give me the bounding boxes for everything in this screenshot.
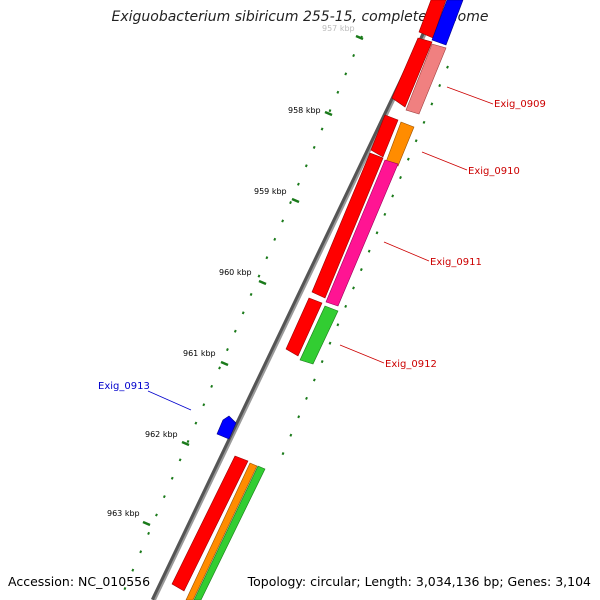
gene-red-0911[interactable] [311,152,384,299]
ruler-dot [226,348,229,352]
gene-red-0912[interactable] [285,297,323,357]
ruler-dot [304,164,308,168]
ruler-label-958: 958 kbp [288,106,321,115]
ruler-major-tick [181,440,190,447]
ruler-dot [352,53,356,58]
ruler-dot [289,201,292,205]
page-title: Exiguobacterium sibiricum 255-15, comple… [111,9,489,25]
ruler-dot [186,439,190,444]
ruler-dot [249,292,253,297]
gene-blue-0913[interactable] [216,415,237,440]
ruler-dot [194,421,198,425]
gene-red-bottom[interactable] [171,455,249,592]
accession-text: Accession: NC_010556 [8,574,151,589]
ruler-dot [320,360,324,364]
gene-label-exig-0910[interactable]: Exig_0910 [468,166,520,177]
ruler-dot [375,231,379,235]
ruler-dot [430,102,434,106]
ruler-dot [257,274,261,278]
ruler-dot [312,145,316,149]
ruler-dot [328,341,332,345]
ruler-dot [367,249,371,253]
gene-features [171,0,464,600]
gene-green-bottom[interactable] [193,465,266,600]
ruler-dot [312,378,316,382]
ruler-major-tick [142,520,151,527]
ruler-label-960: 960 kbp [219,268,252,277]
leader-exig-0912 [339,344,385,364]
gene-orange-0910[interactable] [385,121,415,167]
gene-label-leaders [147,86,494,411]
gene-pink-0911[interactable] [325,159,399,307]
gene-green-0912[interactable] [299,305,339,365]
ruler-dot [265,256,269,260]
ruler-dot [281,219,285,223]
ruler-dot [352,286,355,290]
ruler-dot [155,513,158,517]
ruler-major-tick [355,34,364,41]
leader-exig-0913 [147,390,192,411]
ruler-dot [344,304,348,308]
gene-salmon-0909[interactable] [405,43,447,115]
ruler-major-tick [220,360,229,367]
ruler-dot [131,568,135,572]
ruler-dot [162,495,166,499]
leader-exig-0911 [383,241,430,262]
ruler-dot [241,311,245,315]
gene-blue-top[interactable] [431,0,464,46]
ruler-dot [359,268,363,272]
ruler-labels: 957 kbp 958 kbp 959 kbp 960 kbp 961 kbp … [107,24,355,518]
ruler-dot [147,531,150,535]
ruler-dot [320,127,324,131]
gene-orange-bottom[interactable] [185,462,258,600]
ruler-dot [178,458,182,462]
gene-red-0910[interactable] [370,114,399,158]
ruler-dot [336,323,340,327]
ruler-dot [281,452,285,456]
leader-exig-0909 [446,86,494,105]
gene-label-exig-0912[interactable]: Exig_0912 [385,359,437,370]
gene-label-exig-0913[interactable]: Exig_0913 [98,381,150,392]
ruler-label-959: 959 kbp [254,187,287,196]
ruler-label-962: 962 kbp [145,430,178,439]
ruler-dot [170,476,174,480]
ruler-label-961: 961 kbp [183,349,216,358]
topology-summary: Topology: circular; Length: 3,034,136 bp… [247,574,591,589]
ruler-dot [233,329,237,333]
gene-red-0909-a[interactable] [391,37,433,108]
ruler-dot [297,182,300,186]
ruler-dot [123,586,127,591]
ruler-major-tick [291,197,300,204]
gene-label-exig-0911[interactable]: Exig_0911 [430,257,482,268]
ruler-dot [139,550,143,554]
ruler-dot [297,415,301,419]
ruler-dot [273,237,277,241]
ruler-dot [383,212,387,216]
ruler-label-957: 957 kbp [322,24,355,33]
ruler-dot [344,72,348,76]
ruler-major-tick [258,279,267,286]
ruler-dot [289,433,293,437]
leader-exig-0910 [421,151,468,171]
ruler-dot [438,84,442,88]
ruler-ticks [123,34,449,591]
gene-label-exig-0909[interactable]: Exig_0909 [494,99,546,110]
ruler-major-tick [324,110,333,117]
ruler-dot [446,65,449,69]
ruler-dot [202,403,206,407]
ruler-dot [391,194,395,198]
ruler-dot [328,109,332,113]
ruler-dot [406,157,410,161]
ruler-dot [336,90,340,94]
ruler-dot [414,139,418,143]
ruler-dot [210,384,214,388]
gene-labels: Exig_0909 Exig_0910 Exig_0911 Exig_0912 … [98,99,546,392]
ruler-label-963: 963 kbp [107,509,140,518]
ruler-dot [422,120,426,124]
ruler-dot [218,366,221,370]
ruler-dot [305,396,308,400]
ruler-dot [399,176,402,180]
